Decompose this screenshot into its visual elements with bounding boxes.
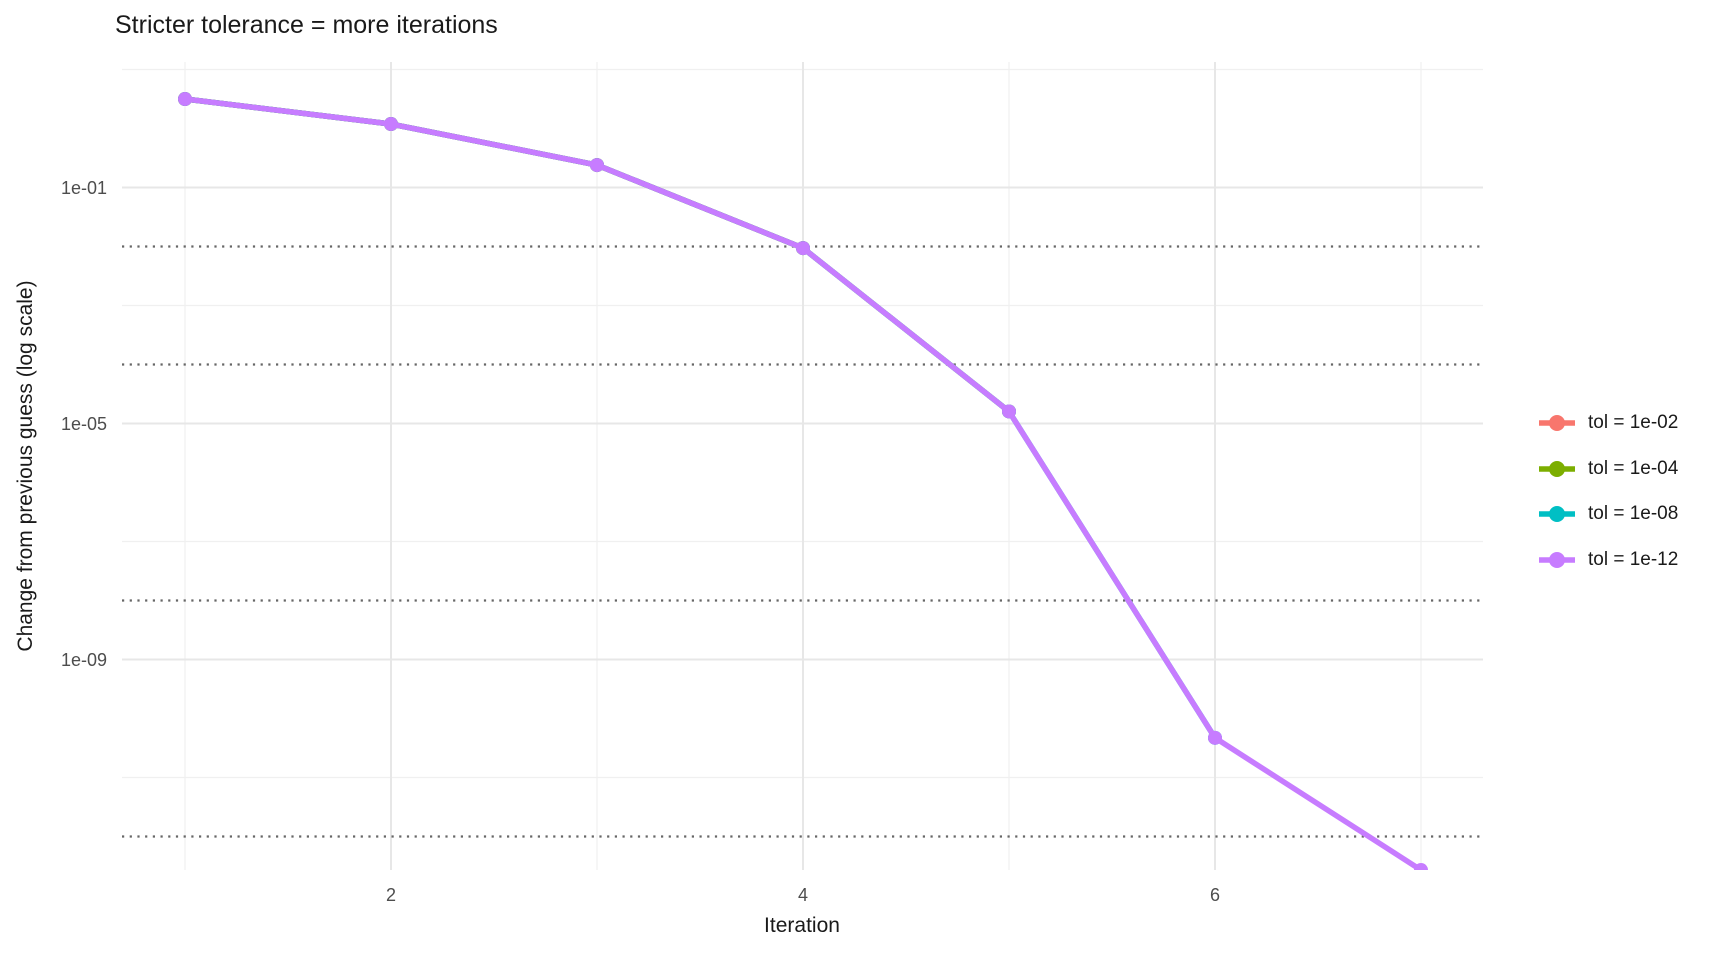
series-line xyxy=(184,96,805,251)
legend-key-point xyxy=(1549,415,1565,431)
legend-item-label: tol = 1e-02 xyxy=(1588,412,1679,433)
legend-key-icon xyxy=(1539,460,1575,477)
legend-key-icon xyxy=(1539,506,1575,522)
series-line xyxy=(184,96,1218,740)
legend-key-icon xyxy=(1539,551,1575,568)
series-point xyxy=(590,158,604,173)
legend-item-label: tol = 1e-08 xyxy=(1588,503,1679,524)
legend-key-point xyxy=(1549,551,1565,568)
x-tick-label: 4 xyxy=(797,885,808,905)
chart-title: Stricter tolerance = more iterations xyxy=(115,11,498,39)
series-point xyxy=(1414,863,1428,870)
y-axis-title: Change from previous guess (log scale) xyxy=(14,280,37,652)
y-tick-label: 1e-05 xyxy=(60,413,107,434)
x-tick-label: 2 xyxy=(385,885,396,905)
series-point xyxy=(1002,404,1016,419)
series-point xyxy=(384,117,398,132)
legend-item: tol = 1e-12 xyxy=(1538,544,1678,576)
legend: tol = 1e-02 tol = 1e-04 tol = 1e-08 tol = 1… xyxy=(1538,407,1678,576)
legend-key-icon xyxy=(1539,415,1575,431)
series-point xyxy=(178,92,192,107)
legend-key-point xyxy=(1549,506,1565,522)
series-point xyxy=(796,241,810,256)
y-tick-label: 1e-09 xyxy=(60,649,107,670)
legend-item-label: tol = 1e-04 xyxy=(1588,457,1679,479)
legend-key-point xyxy=(1549,460,1565,477)
legend-item: tol = 1e-02 xyxy=(1538,407,1678,439)
legend-item-label: tol = 1e-12 xyxy=(1588,548,1679,570)
series-point xyxy=(1208,730,1222,745)
legend-item: tol = 1e-08 xyxy=(1538,498,1678,530)
x-tick-label: 6 xyxy=(1209,885,1220,905)
x-axis-title: Iteration xyxy=(764,914,840,937)
y-tick-label: 1e-01 xyxy=(60,177,107,198)
legend-item: tol = 1e-04 xyxy=(1538,453,1678,485)
